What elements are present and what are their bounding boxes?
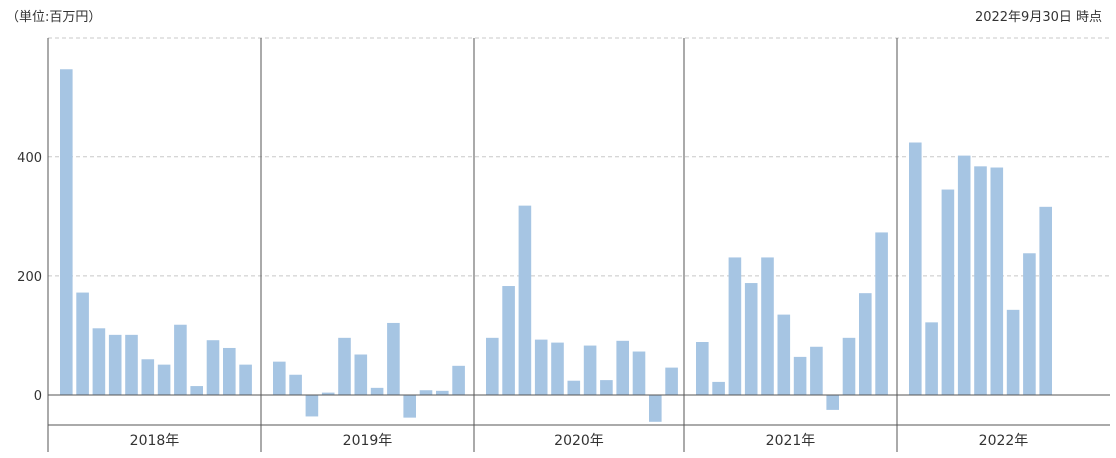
label-layer: 0 200 400 2018年 2019年 2020年 2021年 2022年: [17, 151, 1028, 449]
bar: [810, 346, 823, 395]
bar: [190, 386, 203, 395]
bar: [957, 155, 971, 395]
bar: [826, 395, 839, 410]
bar: [338, 337, 351, 395]
grid-layer: [48, 37, 1110, 277]
bar: [1006, 309, 1020, 395]
bar: [60, 69, 73, 395]
bar: [223, 347, 236, 395]
bar: [125, 334, 138, 395]
year-label: 2019年: [343, 433, 393, 449]
bar: [370, 387, 384, 395]
bar: [728, 257, 742, 395]
bar: [321, 392, 335, 395]
bar: [990, 167, 1004, 395]
bar: [941, 189, 955, 395]
bar: [108, 334, 122, 395]
year-label: 2022年: [979, 433, 1029, 449]
bar: [1039, 206, 1052, 395]
bar: [744, 283, 758, 395]
bar: [859, 293, 872, 395]
bar: [403, 395, 416, 418]
bar: [206, 340, 220, 395]
bar: [925, 322, 938, 395]
bar: [354, 354, 368, 395]
y-tick-label: 400: [17, 151, 42, 166]
bar: [761, 257, 774, 395]
bar: [534, 339, 548, 395]
bar: [649, 395, 662, 422]
year-label: 2020年: [554, 433, 604, 449]
y-tick-label: 0: [34, 389, 42, 404]
bar: [436, 390, 449, 395]
bar: [387, 322, 400, 395]
bar: [518, 205, 532, 395]
bar: [793, 356, 807, 395]
year-label: 2018年: [130, 433, 180, 449]
bar: [76, 292, 89, 395]
bar: [567, 380, 581, 395]
bar: [452, 365, 465, 395]
unit-label: （単位:百万円）: [6, 10, 102, 25]
bar: [289, 374, 302, 395]
bar: [305, 395, 319, 417]
axis-layer: [47, 38, 1110, 452]
bar: [777, 314, 791, 395]
bar: [419, 390, 433, 395]
bar: [616, 340, 629, 395]
bar: [551, 342, 564, 395]
bar: [502, 286, 515, 395]
bar: [696, 342, 709, 395]
bar: [583, 345, 597, 395]
bar: [92, 328, 106, 395]
bar: [141, 359, 155, 395]
year-label: 2021年: [766, 433, 816, 449]
bar: [157, 364, 171, 395]
bar: [273, 361, 286, 395]
bar: [486, 337, 499, 395]
bar: [174, 324, 187, 395]
bar: [600, 380, 613, 395]
bar: [974, 166, 987, 395]
bar: [1023, 253, 1036, 395]
bar: [875, 232, 888, 395]
bar: [842, 337, 856, 395]
y-tick-label: 200: [17, 270, 42, 285]
bar: [632, 351, 646, 395]
bar: [239, 364, 252, 395]
bar: [665, 367, 678, 395]
bar-layer: [60, 69, 1052, 422]
bar: [712, 381, 725, 395]
bar: [909, 142, 922, 395]
as-of-date-label: 2022年9月30日 時点: [974, 10, 1102, 25]
